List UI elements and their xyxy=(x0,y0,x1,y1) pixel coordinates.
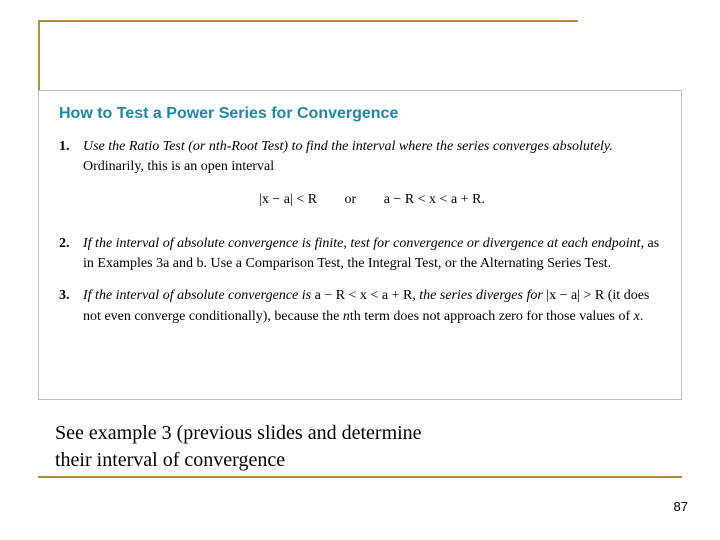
item-lead: If the interval of absolute convergence … xyxy=(83,236,644,251)
item-lead: If the interval of absolute convergence … xyxy=(83,288,315,303)
formula-row: |x − a| < R or a − R < x < a + R. xyxy=(83,190,661,210)
item-body: Use the Ratio Test (or nth-Root Test) to… xyxy=(83,137,661,222)
list-item: 2. If the interval of absolute convergen… xyxy=(59,234,661,275)
title-corner-rule xyxy=(38,20,578,90)
period: . xyxy=(640,309,644,324)
inline-math: |x − a| > R xyxy=(546,288,604,303)
bottom-rule xyxy=(38,476,682,478)
item-body: If the interval of absolute convergence … xyxy=(83,234,661,275)
item-number: 3. xyxy=(59,286,83,327)
list-item: 3. If the interval of absolute convergen… xyxy=(59,286,661,327)
item-mid: , the series diverges for xyxy=(412,288,546,303)
var-n: n xyxy=(343,309,350,324)
formula-right: a − R < x < a + R. xyxy=(384,192,485,207)
item-body: If the interval of absolute convergence … xyxy=(83,286,661,327)
item-lead: Use the Ratio Test (or nth-Root Test) to… xyxy=(83,139,613,154)
bottom-note: See example 3 (previous slides and deter… xyxy=(55,420,422,474)
bottom-line-1: See example 3 (previous slides and deter… xyxy=(55,420,422,447)
formula-or: or xyxy=(345,192,357,207)
content-box: How to Test a Power Series for Convergen… xyxy=(38,90,682,400)
item-number: 1. xyxy=(59,137,83,222)
box-heading: How to Test a Power Series for Convergen… xyxy=(59,105,661,123)
item-rest: Ordinarily, this is an open interval xyxy=(83,159,274,174)
list-item: 1. Use the Ratio Test (or nth-Root Test)… xyxy=(59,137,661,222)
inline-math: a − R < x < a + R xyxy=(315,288,413,303)
page-number: 87 xyxy=(674,499,688,514)
bottom-line-2: their interval of convergence xyxy=(55,447,422,474)
formula-left: |x − a| < R xyxy=(259,192,317,207)
item-rest2: th term does not approach zero for those… xyxy=(350,309,634,324)
item-number: 2. xyxy=(59,234,83,275)
